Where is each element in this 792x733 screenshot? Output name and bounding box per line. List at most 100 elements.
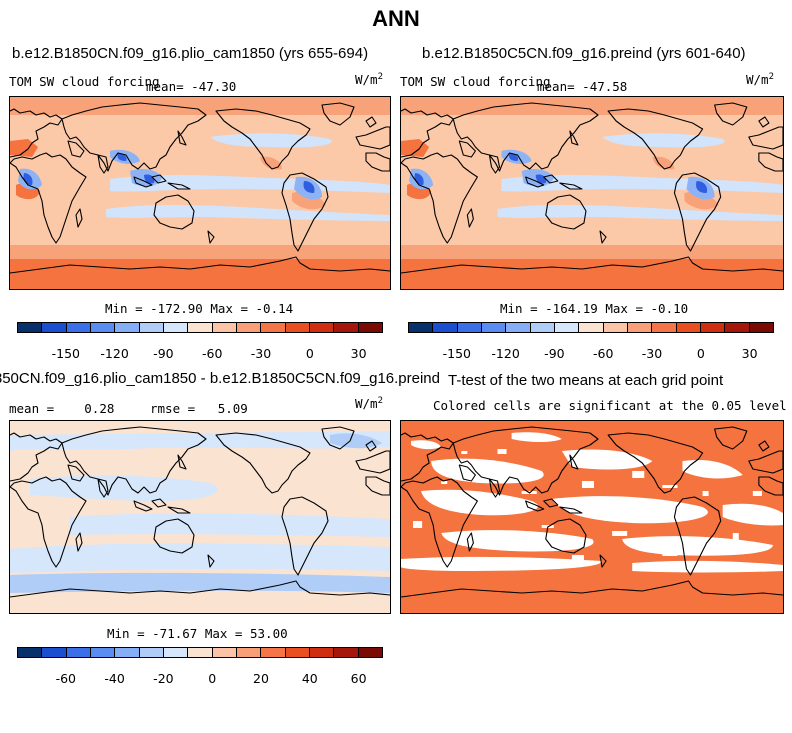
panel3-rmse-label: rmse = (150, 401, 196, 416)
colorbar-swatch (261, 323, 286, 332)
coastline (167, 182, 191, 190)
not-significant-region (511, 432, 562, 442)
colorbar-tick-label: -60 (55, 671, 77, 686)
coastline (401, 256, 783, 274)
coastline (714, 426, 748, 450)
colorbar-tick-label: -90 (153, 346, 174, 361)
coastline (401, 152, 478, 244)
colorbar-swatch (188, 323, 213, 332)
coastline (151, 498, 167, 508)
coastlines (401, 426, 783, 598)
colorbar-tick-label: -30 (250, 346, 272, 361)
not-significant-speckle (662, 549, 678, 556)
north-pacific-band (602, 133, 725, 148)
coastline (75, 532, 83, 552)
panel3-rmse-value: 5.09 (217, 401, 248, 416)
colorbar-swatch (212, 323, 237, 332)
coastline (67, 140, 85, 158)
panel3-mean-value: 0.28 (84, 401, 115, 416)
colorbar-tick-label: -120 (491, 346, 520, 361)
coastline (177, 454, 187, 470)
colorbar-tick-label: -90 (544, 346, 565, 361)
panel3-units: W/m2 (355, 396, 383, 411)
coastlines (401, 102, 783, 274)
colorbar-tick-label: -120 (100, 346, 129, 361)
coastline (97, 478, 109, 498)
not-significant-speckle (632, 471, 645, 478)
colorbar-swatch (603, 323, 628, 332)
panel1-mean-label: mean= (146, 79, 184, 94)
north-pacific-warm (210, 459, 280, 473)
panel1-stats: Min = -172.90 Max = -0.14 (105, 301, 294, 316)
not-significant-speckle (441, 481, 448, 484)
not-significant-speckle (491, 543, 501, 546)
panel3-units-text: W/m (355, 396, 378, 412)
colorbar-swatch (506, 323, 531, 332)
coastline (545, 194, 587, 230)
not-significant-region (632, 560, 783, 573)
coastline (10, 108, 63, 158)
coastline (281, 496, 329, 576)
south-midlat-band (497, 205, 783, 221)
arctic-band (401, 97, 783, 115)
colorbar-swatch (579, 323, 604, 332)
north-pacific-band (210, 133, 332, 148)
panel4-map (400, 420, 784, 614)
colorbar-swatch (188, 648, 213, 657)
not-significant-region (551, 496, 708, 524)
panel4-subtitle: Colored cells are significant at the 0.0… (433, 398, 787, 413)
not-significant-speckle (662, 485, 678, 488)
amazon-core (696, 181, 708, 193)
panel1-units-exp: 2 (377, 72, 383, 82)
coastline (153, 194, 195, 230)
southern-ocean-band (10, 257, 390, 289)
coastline (365, 152, 390, 172)
coastline (177, 130, 187, 146)
amazon-core (303, 181, 315, 193)
colorbar-swatch (66, 323, 91, 332)
colorbar-swatch (42, 323, 67, 332)
colorbar-swatch (90, 648, 116, 657)
panel2-units: W/m2 (746, 72, 774, 87)
panel3-title: b.e12.B1850CN.f09_g16.plio_cam1850 - b.e… (0, 370, 440, 387)
not-significant-region (411, 440, 442, 450)
not-significant-speckle (702, 491, 709, 496)
coastline (452, 426, 599, 496)
figure-title: ANN (372, 6, 420, 31)
arctic-band (10, 97, 390, 115)
panel1-units: W/m2 (355, 72, 383, 87)
panel3-title-clip: b.e12.B1850CN.f09_g16.plio_cam1850 - b.e… (0, 370, 440, 392)
colorbar-tick-label: -60 (592, 346, 614, 361)
colorbar-swatch (212, 648, 237, 657)
colorbar-swatch (261, 648, 286, 657)
colorbar-swatch (433, 323, 458, 332)
sahara-patch (401, 139, 430, 157)
not-significant-region (421, 489, 539, 516)
colorbar-tick-label: -40 (104, 671, 125, 686)
not-significant-region (441, 530, 594, 552)
colorbar-swatch (139, 648, 164, 657)
panel1-mean: mean= -47.30 (146, 79, 236, 94)
se-pacific-deck (684, 191, 719, 210)
colorbar-swatch (358, 648, 382, 657)
panel2-units-exp: 2 (768, 72, 774, 82)
colorbar-swatch (627, 323, 653, 332)
coastline (458, 464, 476, 482)
coastline (758, 476, 783, 496)
colorbar-swatch (18, 323, 43, 332)
not-significant-speckle (612, 531, 628, 536)
panel2-mean-value: -47.58 (582, 79, 628, 94)
colorbar-swatch (457, 323, 482, 332)
sahara-patch (10, 139, 38, 157)
colorbar-swatch (163, 648, 189, 657)
colorbar-swatch (749, 323, 773, 332)
panel3-units-exp: 2 (377, 396, 383, 406)
colorbar-tick-label: -150 (442, 346, 471, 361)
south-tropics-band (70, 513, 390, 537)
panel2-variable: TOM SW cloud forcing (400, 74, 551, 89)
ne-pacific-deck (652, 156, 675, 170)
not-significant-speckle (571, 555, 584, 560)
coastline (10, 256, 390, 274)
southern-ocean-band (401, 257, 783, 289)
panel1-title: b.e12.B1850CN.f09_g16.plio_cam1850 (yrs … (12, 45, 369, 62)
